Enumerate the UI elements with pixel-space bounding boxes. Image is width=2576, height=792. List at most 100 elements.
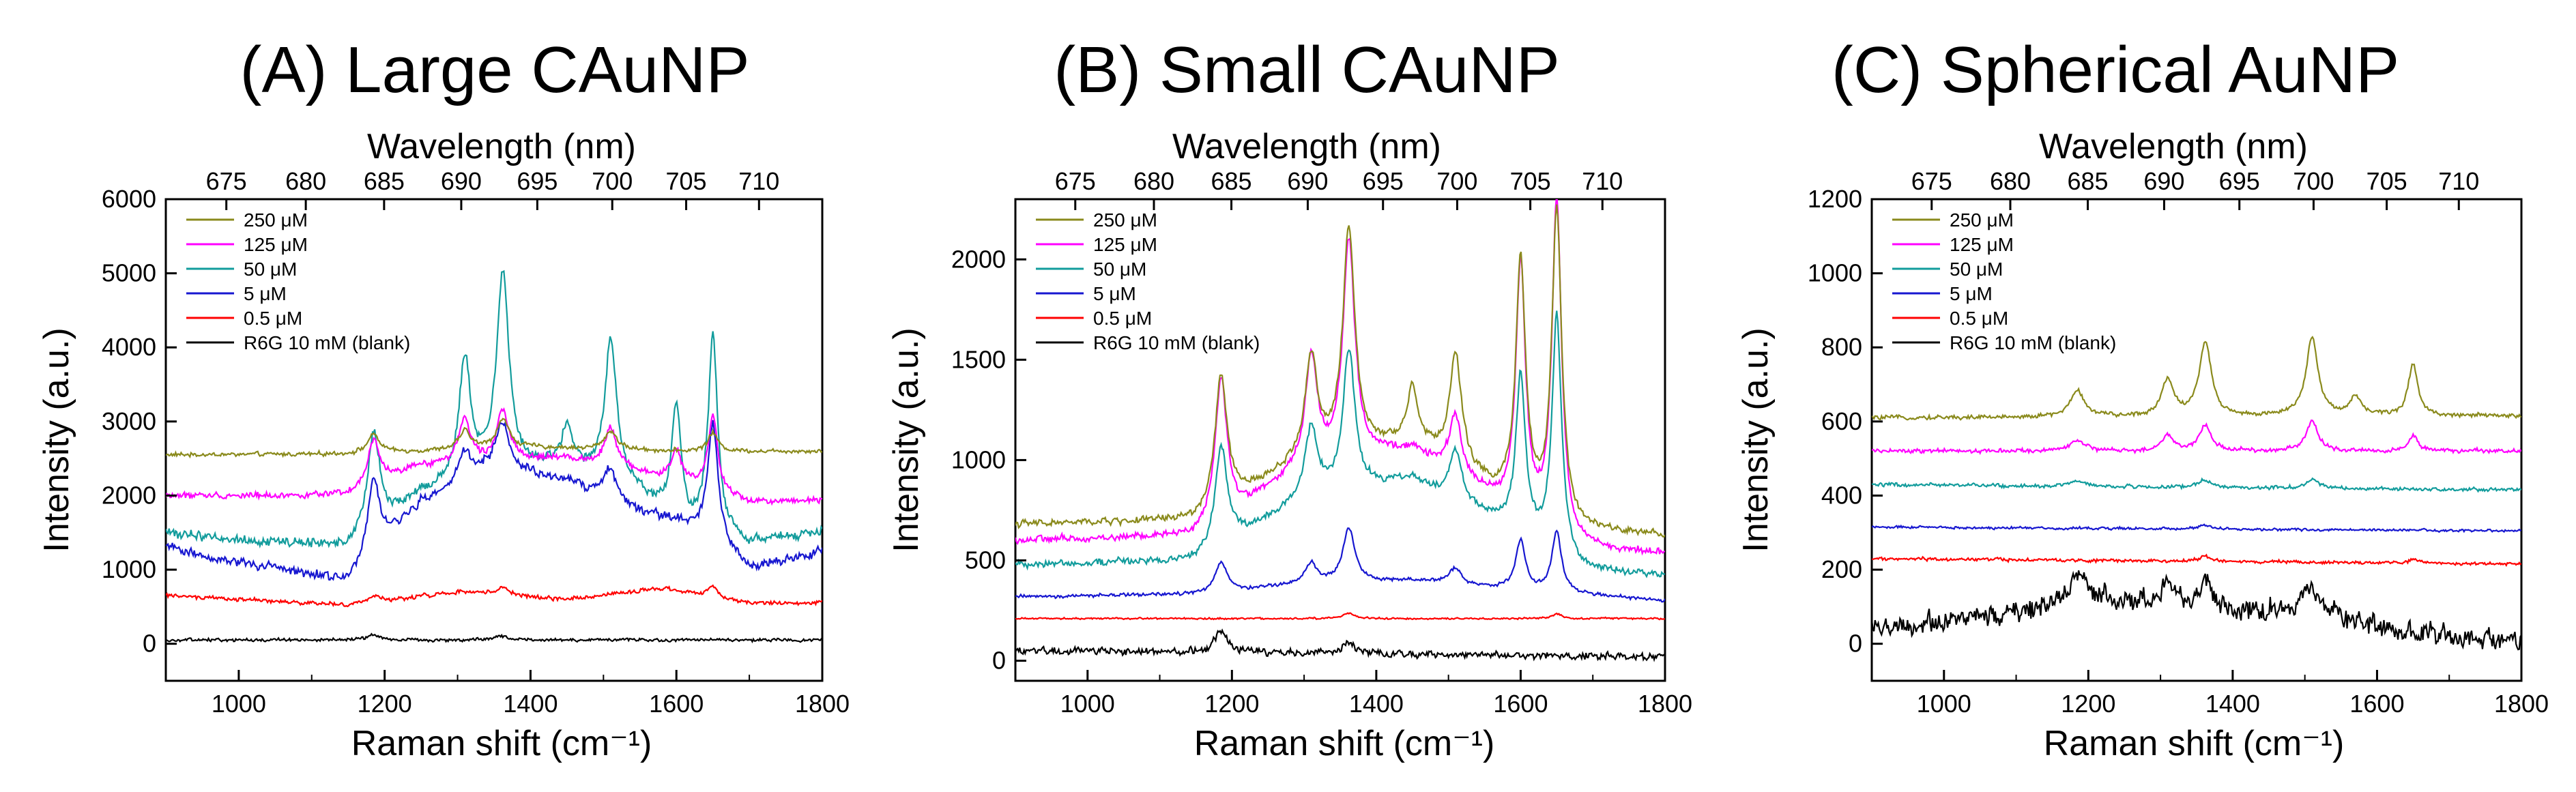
legend-label: 125 μM [1093, 234, 1157, 255]
y-tick-label: 200 [1821, 555, 1862, 583]
y-tick-label: 1200 [1808, 185, 1862, 213]
x-tick-label: 1000 [1060, 690, 1115, 718]
series-line [166, 420, 822, 581]
panel-b: (B) Small CAuNP Wavelength (nm) 675 680 68… [886, 33, 1692, 763]
panel-c-series [1872, 336, 2521, 651]
top-tick-label: 680 [285, 167, 326, 195]
top-tick-label: 680 [1133, 167, 1174, 195]
y-tick-label: 1500 [951, 345, 1006, 373]
y-tick-label: 6000 [102, 185, 156, 213]
panel-a-top-xlabel: Wavelength (nm) [367, 127, 636, 166]
x-tick-label: 1200 [1204, 690, 1259, 718]
panel-c-legend: 250 μM 125 μM 50 μM 5 μM 0.5 μM R6G 10 mM (bl… [1892, 209, 2116, 353]
series-line [1872, 553, 2521, 568]
top-tick-label: 710 [1582, 167, 1623, 195]
top-tick-label: 685 [1211, 167, 1251, 195]
top-tick-label: 695 [2219, 167, 2260, 195]
legend-label: 50 μM [244, 259, 297, 280]
panel-a-top-ticks: 675 680 685 690 695 700 705 710 [206, 167, 779, 210]
top-tick-label: 705 [665, 167, 706, 195]
series-line [166, 584, 822, 608]
series-line [1872, 419, 2521, 455]
series-line [1015, 612, 1665, 621]
y-tick-label: 0 [1849, 630, 1862, 658]
top-tick-label: 675 [1055, 167, 1096, 195]
y-tick-label: 2000 [951, 245, 1006, 273]
panel-b-plot-frame [1014, 198, 1666, 682]
top-tick-label: 710 [738, 167, 779, 195]
panel-a-plot-frame [164, 198, 824, 682]
x-tick-label: 1600 [2349, 690, 2404, 718]
legend-label: 125 μM [1950, 234, 2014, 255]
panel-b-series [1015, 199, 1665, 662]
y-tick-label: 0 [143, 630, 156, 658]
x-tick-label: 1400 [2205, 690, 2260, 718]
top-tick-label: 705 [1510, 167, 1551, 195]
top-tick-label: 675 [1911, 167, 1952, 195]
x-tick-label: 1400 [1349, 690, 1404, 718]
series-line [1015, 310, 1665, 578]
x-tick-label: 1800 [2494, 690, 2549, 718]
top-tick-label: 695 [517, 167, 558, 195]
top-tick-label: 680 [1990, 167, 2031, 195]
panel-c: (C) Spherical AuNP Wavelength (nm) 675 68… [1736, 33, 2549, 763]
series-line [1015, 628, 1665, 662]
y-tick-label: 1000 [951, 445, 1006, 473]
top-tick-label: 700 [2293, 167, 2334, 195]
panel-b-legend: 250 μM 125 μM 50 μM 5 μM 0.5 μM R6G 10 mM (bl… [1036, 209, 1260, 353]
panel-a-title: (A) Large CAuNP [240, 33, 750, 106]
panel-a-ylabel: Intensity (a.u.) [37, 327, 76, 552]
panel-c-xlabel: Raman shift (cm⁻¹) [2044, 724, 2345, 763]
series-line [166, 417, 822, 459]
panel-b-ylabel: Intensity (a.u.) [886, 327, 926, 552]
series-line [166, 407, 822, 506]
panel-b-top-xlabel: Wavelength (nm) [1172, 127, 1441, 166]
legend-label: 250 μM [244, 209, 308, 231]
legend-label: 0.5 μM [1950, 308, 2008, 329]
panel-c-title: (C) Spherical AuNP [1832, 33, 2399, 106]
panel-a-ticks: 1000 1200 1400 1600 1800 0 1000 2000 3000 4000 500… [102, 185, 850, 718]
legend-label: 0.5 μM [244, 308, 302, 329]
series-line [1872, 336, 2521, 421]
x-tick-label: 1800 [795, 690, 850, 718]
y-tick-label: 800 [1821, 333, 1862, 361]
panel-c-ticks: 1000 1200 1400 1600 1800 0 200 400 600 800 1000 120… [1808, 185, 2549, 718]
x-tick-label: 1200 [358, 690, 412, 718]
y-tick-label: 500 [965, 546, 1006, 574]
top-tick-label: 700 [1436, 167, 1477, 195]
top-tick-label: 690 [441, 167, 482, 195]
legend-label: R6G 10 mM (blank) [1093, 332, 1260, 353]
series-line [1015, 199, 1665, 556]
series-line [166, 269, 822, 549]
legend-label: 250 μM [1950, 209, 2014, 231]
y-tick-label: 3000 [102, 407, 156, 435]
legend-label: R6G 10 mM (blank) [1950, 332, 2116, 353]
top-tick-label: 710 [2438, 167, 2479, 195]
top-tick-label: 695 [1363, 167, 1404, 195]
legend-label: 0.5 μM [1093, 308, 1152, 329]
top-tick-label: 690 [1287, 167, 1328, 195]
panel-b-top-ticks: 675 680 685 690 695 700 705 710 [1055, 167, 1623, 210]
y-tick-label: 600 [1821, 407, 1862, 435]
legend-label: 125 μM [244, 234, 308, 255]
panel-a-legend: 250 μM 125 μM 50 μM 5 μM 0.5 μM R6G 10 mM (bl… [186, 209, 410, 353]
panel-b-ticks: 1000 1200 1400 1600 1800 0 500 1000 1500 2000 [951, 245, 1692, 718]
top-tick-label: 685 [364, 167, 405, 195]
y-tick-label: 1000 [102, 555, 156, 583]
panel-a: (A) Large CAuNP Wavelength (nm) 675 680 68… [37, 33, 850, 763]
panel-c-plot-frame [1870, 198, 2523, 682]
series-line [1015, 527, 1665, 603]
x-tick-label: 1000 [212, 690, 266, 718]
panel-c-ylabel: Intensity (a.u.) [1736, 327, 1776, 552]
y-tick-label: 400 [1821, 481, 1862, 509]
top-tick-label: 705 [2367, 167, 2407, 195]
top-tick-label: 690 [2143, 167, 2184, 195]
legend-label: R6G 10 mM (blank) [244, 332, 410, 353]
series-line [1872, 477, 2521, 493]
panel-b-title: (B) Small CAuNP [1054, 33, 1559, 106]
x-tick-label: 1600 [649, 690, 704, 718]
x-tick-label: 1200 [2061, 690, 2115, 718]
y-tick-label: 2000 [102, 481, 156, 509]
panel-a-series [166, 269, 822, 644]
